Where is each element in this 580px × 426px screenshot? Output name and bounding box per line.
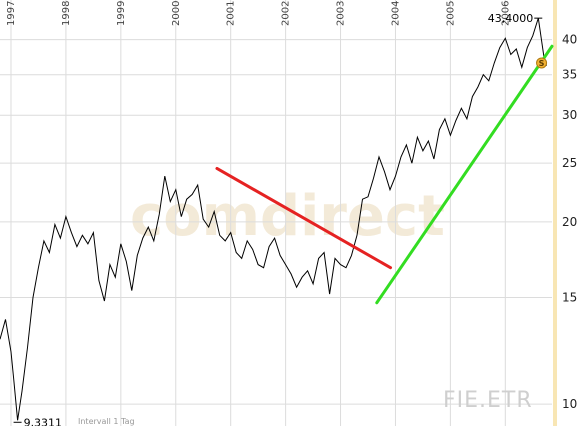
- y-tick-label: 10: [562, 397, 577, 411]
- x-tick-label: 2005: [445, 1, 456, 26]
- y-axis-labels: 10 15 20 25 30 35 40: [562, 33, 577, 411]
- split-event-icon: [536, 57, 548, 69]
- x-tick-label: 1999: [116, 1, 127, 26]
- interval-label: Intervall 1 Tag: [78, 417, 135, 426]
- price-line: [0, 17, 547, 421]
- min-value-label: 9,3311: [24, 416, 63, 426]
- gridlines: [0, 0, 552, 426]
- y-tick-label: 40: [562, 33, 577, 47]
- x-tick-label: 1998: [61, 1, 72, 26]
- x-tick-label: 2006: [500, 1, 511, 26]
- trendline: [375, 44, 554, 305]
- y-tick-label: 25: [562, 156, 577, 170]
- watermark: comdirect: [130, 184, 445, 249]
- x-tick-label: 2001: [226, 1, 237, 26]
- y-tick-label: 20: [562, 215, 577, 229]
- x-tick-label: 2004: [390, 1, 401, 26]
- trendlines: [215, 44, 554, 305]
- y-tick-label: 15: [562, 290, 577, 304]
- trendline: [215, 166, 393, 270]
- y-tick-label: 30: [562, 108, 577, 122]
- x-tick-label: 2002: [281, 1, 292, 26]
- y-tick-label: 35: [562, 68, 577, 82]
- max-value-label: 43,4000: [488, 12, 534, 25]
- split-event-label: S: [539, 59, 545, 68]
- x-tick-label: 2003: [336, 1, 347, 26]
- ticker-symbol: FIE.ETR: [443, 388, 533, 413]
- x-tick-label: 2000: [171, 1, 182, 26]
- x-axis-labels: 1997 1998 1999 2000 2001 2002 2003 2004 2005 2006: [6, 1, 511, 26]
- x-tick-label: 1997: [6, 1, 17, 26]
- annotations: 43,4000 9,3311 S: [13, 12, 548, 426]
- price-series: [0, 17, 547, 421]
- current-position-bar: [553, 0, 557, 426]
